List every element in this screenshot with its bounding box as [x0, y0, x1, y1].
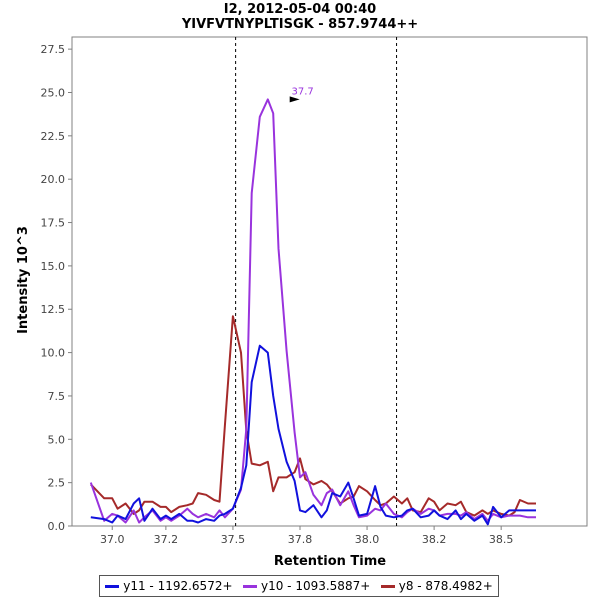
peak-annotation-group: 37.7	[289, 86, 314, 103]
x-tick-label: 38.0	[355, 533, 380, 546]
y-tick-label: 17.5	[41, 217, 66, 230]
peak-marker-icon	[289, 96, 300, 103]
x-tick-label: 37.0	[100, 533, 125, 546]
plot-area	[71, 36, 588, 527]
chart-subtitle: YIVFVTNYPLTISGK - 857.9744++	[181, 17, 419, 32]
y-tick-label: 22.5	[41, 130, 66, 143]
y-tick-label: 15.0	[41, 260, 66, 273]
legend-label: y11 - 1192.6572+	[123, 579, 233, 593]
legend-label: y10 - 1093.5887+	[260, 579, 371, 593]
y-tick-label: 5.0	[48, 433, 66, 446]
y-tick-label: 0.0	[48, 520, 66, 533]
legend: y11 - 1192.6572+ y10 - 1093.5887+ y8 - 8…	[99, 575, 499, 597]
x-tick-label: 37.5	[221, 533, 246, 546]
y-tick-label: 25.0	[41, 86, 66, 99]
legend-item: y8 - 878.4982+	[380, 579, 493, 593]
x-axis: 37.0 37.2 37.5 37.8 38.0 38.2 38.5	[100, 526, 513, 546]
legend-item: y11 - 1192.6572+	[105, 579, 233, 593]
y-tick-label: 20.0	[41, 173, 66, 186]
y-tick-label: 27.5	[41, 43, 66, 56]
series-lines	[89, 98, 536, 526]
y-tick-label: 10.0	[41, 347, 66, 360]
y-axis-label: Intensity 10^3	[16, 226, 31, 334]
x-axis-label: Retention Time	[274, 554, 386, 569]
x-tick-label: 37.2	[154, 533, 179, 546]
series-line-y8	[90, 315, 536, 517]
legend-item: y10 - 1093.5887+	[242, 579, 371, 593]
y-tick-label: 12.5	[41, 303, 66, 316]
y-tick-label: 7.5	[48, 390, 66, 403]
legend-swatch	[242, 584, 257, 588]
peak-annotation-label: 37.7	[292, 86, 314, 97]
x-tick-label: 38.2	[422, 533, 447, 546]
x-tick-label: 37.8	[288, 533, 313, 546]
legend-label: y8 - 878.4982+	[398, 579, 493, 593]
y-axis: 0.0 2.5 5.0 7.5 10.0 12.5 15.0 17.5 20.0 22.5 25.0…	[41, 43, 72, 533]
x-tick-label: 38.5	[489, 533, 514, 546]
legend-swatch	[380, 584, 395, 588]
y-tick-label: 2.5	[48, 477, 66, 490]
series-line-y11	[90, 344, 536, 526]
legend-swatch	[105, 584, 120, 588]
chart-title: I2, 2012-05-04 00:40	[223, 2, 377, 17]
series-line-y10	[89, 98, 536, 524]
